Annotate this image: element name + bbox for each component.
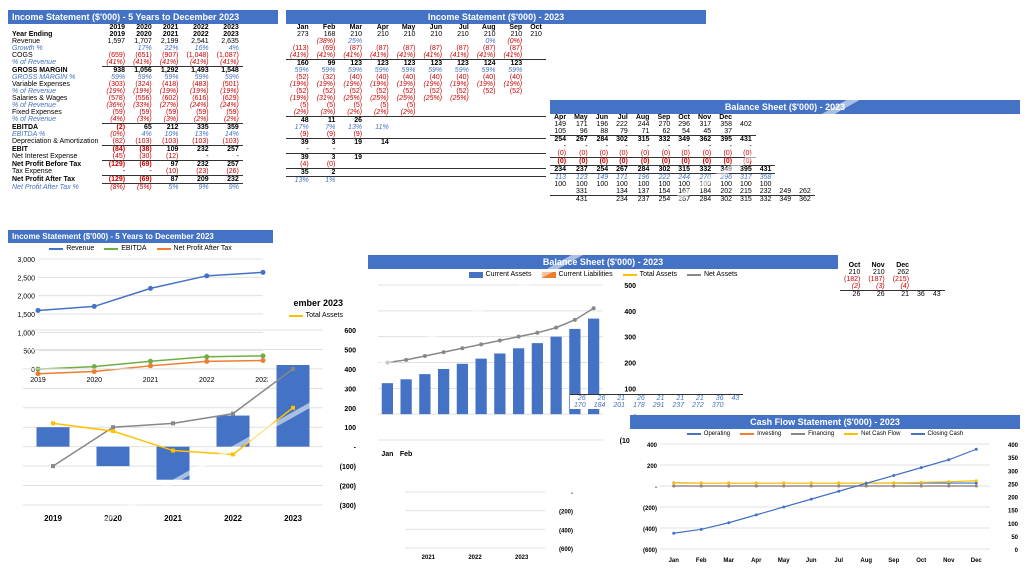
svg-text:100: 100 [624, 386, 636, 393]
svg-text:(200): (200) [559, 510, 573, 516]
legend-inv: Investing [757, 431, 781, 437]
bs-2023-table: AprMayJunJulAugSepOctNovDec1491711962222… [550, 114, 815, 203]
svg-text:100: 100 [344, 425, 356, 432]
svg-text:100: 100 [1008, 522, 1019, 528]
svg-text:(100): (100) [340, 464, 356, 471]
chart-bs-2023-svg: (100)-100200300400500JanFeb [368, 280, 638, 460]
svg-text:50: 50 [1011, 535, 1018, 541]
legend-total-assets: Total Assets [306, 312, 343, 319]
svg-text:(600): (600) [643, 548, 657, 554]
chart-bs-2023-title: Balance Sheet ($'000) - 2023 [368, 255, 838, 269]
legend-npat: Net Profit After Tax [174, 245, 232, 252]
panel-bs-side: OctNovDec210210262(182)(187)(215)(2)(3)(… [840, 262, 1020, 298]
svg-text:(400): (400) [559, 528, 573, 534]
chart-5yr-line-title: Income Statement ($'000) - 5 Years to De… [8, 230, 273, 243]
legend-cc: Closing Cash [928, 431, 964, 437]
svg-text:Apr: Apr [751, 558, 762, 564]
svg-text:200: 200 [647, 464, 658, 470]
legend-revenue: Revenue [66, 245, 94, 252]
svg-text:Jan: Jan [669, 558, 680, 564]
svg-text:May: May [778, 558, 790, 564]
svg-text:Feb: Feb [696, 558, 707, 564]
chart-5yr-line-legend: Revenue EBITDA Net Profit After Tax [8, 243, 273, 254]
svg-text:200: 200 [1008, 496, 1019, 502]
svg-text:2022: 2022 [468, 555, 482, 560]
svg-text:-: - [354, 445, 357, 452]
legend-fin: Financing [808, 431, 834, 437]
svg-text:2019: 2019 [44, 514, 62, 523]
svg-text:3,000: 3,000 [17, 257, 35, 264]
is-5yr-title: Income Statement ($'000) - 5 Years to De… [8, 10, 278, 24]
svg-text:-: - [655, 485, 657, 491]
svg-text:Feb: Feb [400, 451, 412, 458]
legend-cur-liab: Current Liabilities [559, 271, 613, 278]
svg-text:400: 400 [624, 309, 636, 316]
chart-5yr-bar-title-frag: ember 2023 [293, 298, 343, 308]
svg-text:2022: 2022 [224, 514, 242, 523]
chart-cf-svg: (600) (400) (200) - 200 400 0 50 100 150 200 250 300… [630, 439, 1020, 564]
legend-ebitda: EBITDA [121, 245, 146, 252]
svg-text:2023: 2023 [515, 555, 529, 560]
legend-net-assets: Net Assets [704, 271, 737, 278]
is-2023-table: JanFebMarAprMayJunJulAugSepOct2731682102… [286, 24, 546, 184]
svg-text:2023: 2023 [284, 514, 302, 523]
svg-text:300: 300 [624, 335, 636, 342]
panel-chart-cf-2023: Cash Flow Statement ($'000) - 2023 Opera… [630, 415, 1020, 575]
svg-text:150: 150 [1008, 509, 1019, 515]
svg-text:0: 0 [1015, 548, 1019, 554]
svg-text:400: 400 [647, 443, 658, 449]
svg-text:600: 600 [344, 328, 356, 335]
panel-chart-5yr-bar: ember 2023 Total Assets (300) (200) (100) -… [8, 298, 358, 528]
svg-text:Aug: Aug [860, 558, 872, 564]
bs-2023-title: Balance Sheet ($'000) - 2023 [550, 100, 1020, 114]
legend-cur-assets: Current Assets [486, 271, 532, 278]
panel-chart-frag: (600) (400) (200) - 2021 2022 2023 [395, 490, 575, 560]
svg-text:250: 250 [1008, 482, 1019, 488]
chart-frag-svg: (600) (400) (200) - 2021 2022 2023 [395, 490, 575, 560]
svg-text:(300): (300) [340, 503, 356, 510]
svg-text:300: 300 [1008, 469, 1019, 475]
svg-text:500: 500 [344, 347, 356, 354]
panel-is-5yr: Income Statement ($'000) - 5 Years to De… [8, 10, 278, 191]
legend-tot-assets: Total Assets [640, 271, 677, 278]
svg-text:Dec: Dec [971, 558, 983, 564]
chart-5yr-bar-svg: (300) (200) (100) - 100 200 300 400 500 600 2019 20… [8, 325, 358, 525]
svg-text:(200): (200) [643, 506, 657, 512]
svg-text:-: - [571, 491, 573, 497]
svg-text:300: 300 [344, 386, 356, 393]
panel-bs-2023: Balance Sheet ($'000) - 2023 AprMayJunJu… [550, 100, 1020, 203]
svg-text:Mar: Mar [723, 558, 734, 564]
svg-text:2021: 2021 [164, 514, 182, 523]
svg-text:Jun: Jun [806, 558, 817, 564]
svg-text:(400): (400) [643, 527, 657, 533]
panel-fin-rows: 2626212621212136431701842011782912372723… [570, 394, 1020, 409]
svg-text:Oct: Oct [916, 558, 926, 564]
fin-rows-table: 2626212621212136431701842011782912372723… [570, 394, 743, 409]
svg-text:500: 500 [624, 283, 636, 290]
svg-text:400: 400 [344, 367, 356, 374]
svg-text:350: 350 [1008, 456, 1019, 462]
svg-text:Jul: Jul [834, 558, 843, 564]
is-5yr-table: 20192020202120222023Year Ending201920202… [8, 24, 243, 191]
svg-text:200: 200 [344, 406, 356, 413]
svg-text:200: 200 [624, 361, 636, 368]
is-2023-title: Income Statement ($'000) - 2023 [286, 10, 706, 24]
svg-text:(600): (600) [559, 547, 573, 553]
svg-text:2021: 2021 [422, 555, 436, 560]
svg-text:400: 400 [1008, 443, 1019, 449]
svg-text:Jan: Jan [381, 451, 393, 458]
svg-text:Sep: Sep [888, 558, 899, 564]
chart-bs-2023-legend: Current Assets Current Liabilities Total… [368, 269, 838, 280]
svg-text:(200): (200) [340, 484, 356, 491]
chart-cf-legend: Operating Investing Financing Net Cash F… [630, 429, 1020, 439]
bs-side-table: OctNovDec210210262(182)(187)(215)(2)(3)(… [840, 262, 945, 298]
legend-op: Operating [704, 431, 730, 437]
chart-cf-title: Cash Flow Statement ($'000) - 2023 [630, 415, 1020, 429]
legend-ncf: Net Cash Flow [861, 431, 900, 437]
svg-text:Nov: Nov [943, 558, 955, 564]
svg-text:2020: 2020 [104, 514, 122, 523]
svg-text:2,500: 2,500 [17, 275, 35, 282]
